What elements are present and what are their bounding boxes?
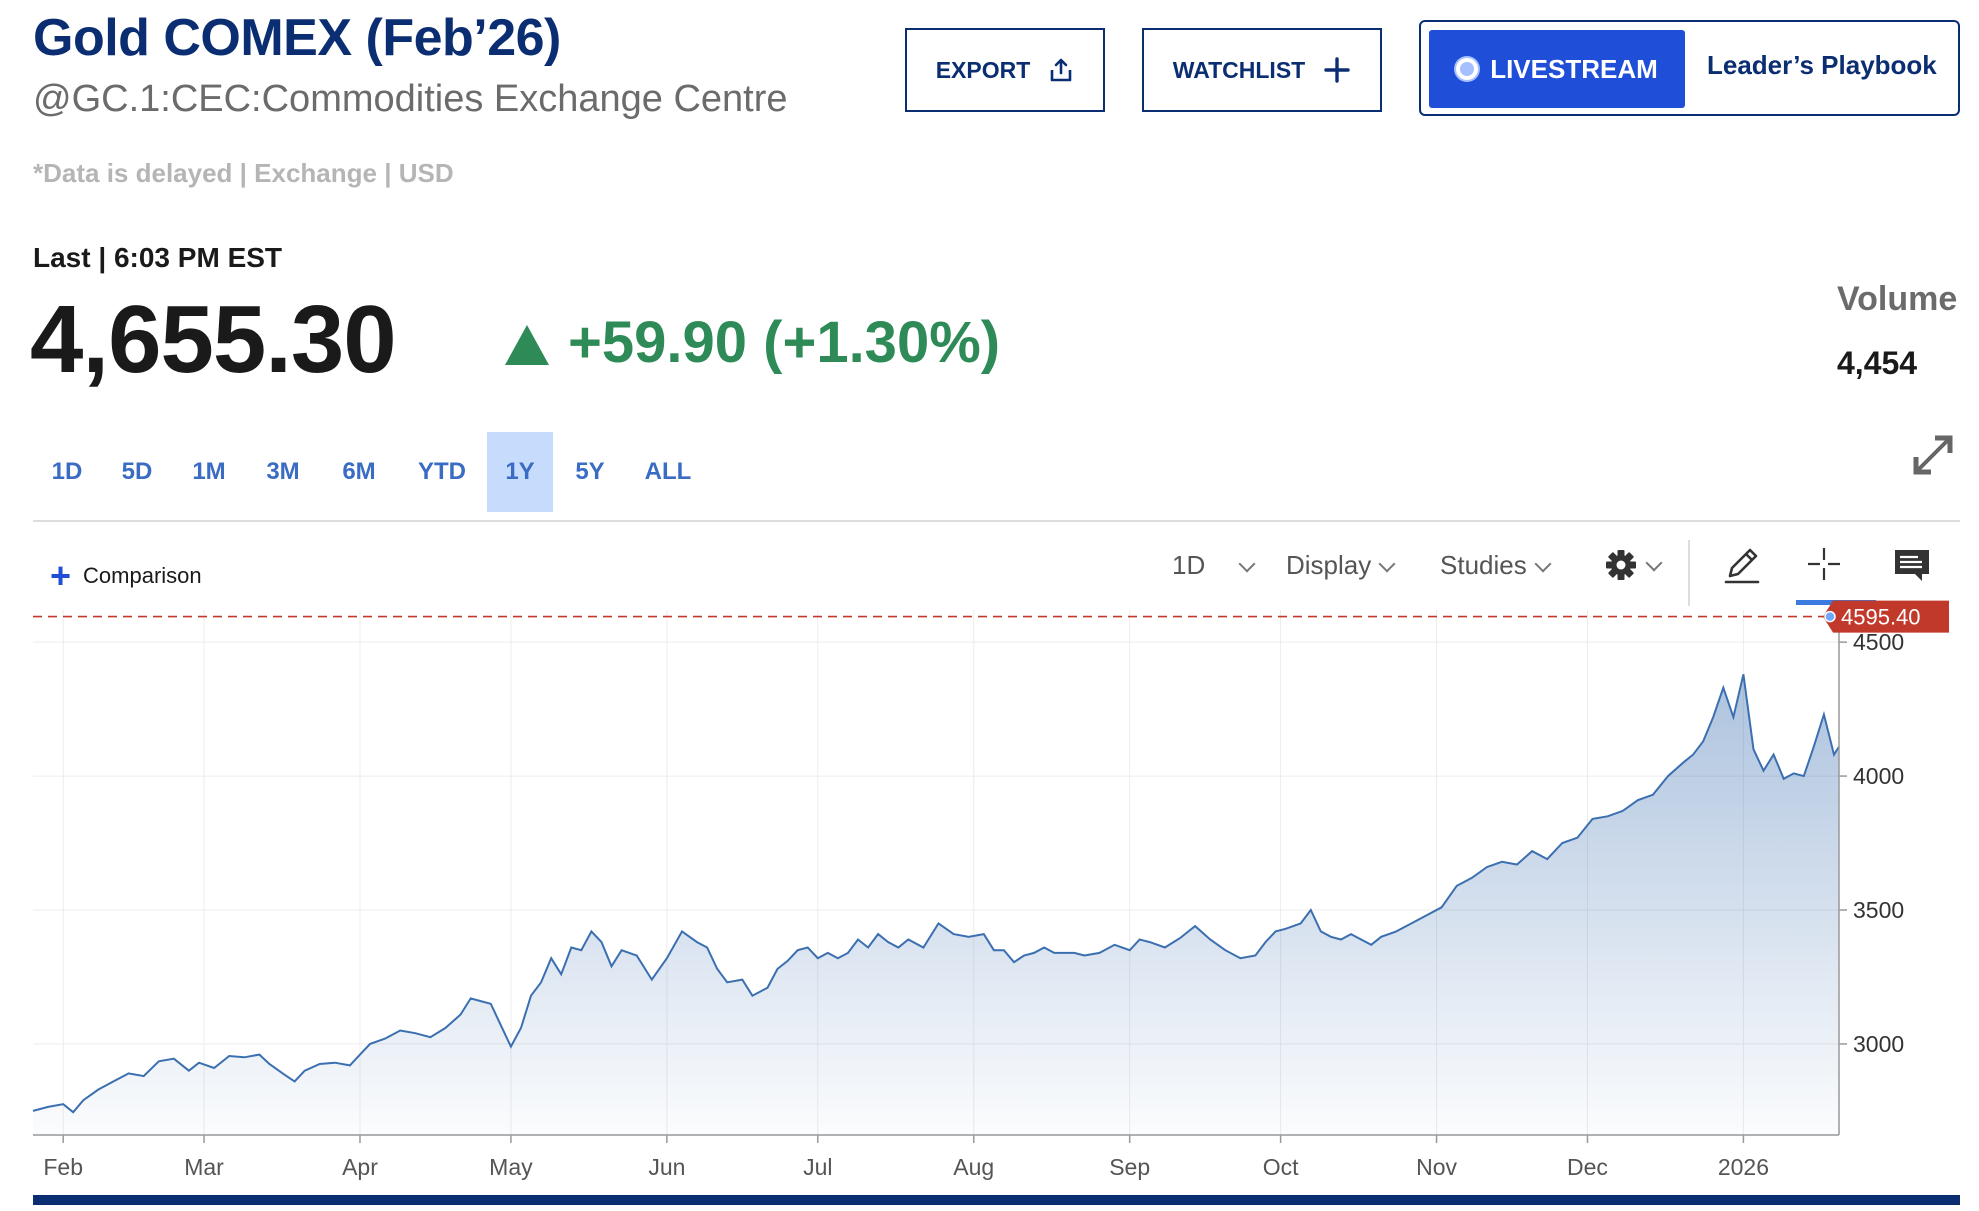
range-tab-6m[interactable]: 6M [342,458,376,485]
export-button[interactable]: EXPORT [905,28,1105,112]
watchlist-label: WATCHLIST [1172,56,1306,83]
price-chart[interactable]: Feb Mar Apr May Jun Jul Aug Sep Oct Nov Dec 2026 300… [0,600,1979,1192]
range-tab-1y[interactable]: 1Y [487,432,553,512]
volume-label: Volume [1837,280,1958,318]
chevron-down-icon [1534,555,1552,572]
livestream-group: LIVESTREAM Leader’s Playbook [1419,20,1960,116]
studies-label: Studies [1440,550,1527,580]
plus-icon: + [50,555,72,596]
data-delay-note: *Data is delayed | Exchange | USD [33,158,454,188]
instrument-title: Gold COMEX (Feb’26) [33,9,561,67]
volume-value: 4,454 [1837,345,1918,381]
last-price-tag [1823,600,1949,633]
crosshair-icon[interactable] [1806,546,1842,582]
x-tick-label: Apr [342,1154,378,1180]
instrument-symbol: @GC.1:CEC:Commodities Exchange Centre [33,78,788,120]
x-tick-label: Jun [648,1154,685,1180]
last-price: 4,655.30 [30,286,397,393]
x-tick-label: Jul [803,1154,832,1180]
range-tabs: 1D 5D 1M 3M 6M YTD 1Y 5Y ALL [33,432,709,512]
interval-dropdown[interactable]: 1D [1172,550,1256,581]
comparison-button[interactable]: + Comparison [50,558,202,594]
x-tick-label: Sep [1109,1154,1150,1180]
range-divider [33,520,1960,522]
y-tick-label: 3000 [1853,1031,1904,1057]
chevron-down-icon [1645,554,1663,572]
export-label: EXPORT [935,56,1031,83]
chevron-down-icon [1238,555,1256,572]
display-label: Display [1286,550,1372,580]
range-tab-1m[interactable]: 1M [192,458,226,485]
livestream-button[interactable]: LIVESTREAM [1429,30,1685,108]
x-tick-label: Mar [184,1154,224,1180]
price-area [33,674,1839,1135]
toolbar-divider [1688,540,1690,606]
x-tick-label: Feb [43,1154,83,1180]
bottom-bar [33,1195,1960,1205]
gear-icon [1606,550,1636,580]
range-tab-ytd[interactable]: YTD [418,458,466,485]
comparison-label: Comparison [83,563,202,588]
settings-dropdown[interactable] [1604,548,1663,582]
pencil-icon[interactable] [1720,542,1764,586]
livestream-label: LIVESTREAM [1490,53,1658,84]
last-price-tag-label: 4595.40 [1841,605,1921,630]
x-tick-label: Oct [1263,1154,1299,1180]
expand-icon[interactable] [1908,430,1958,480]
interval-label: 1D [1172,550,1206,580]
comment-icon[interactable] [1892,546,1932,586]
display-dropdown[interactable]: Display [1286,550,1396,581]
up-arrow-icon [505,325,549,365]
plus-icon [1324,57,1350,83]
last-price-dot [1824,610,1836,623]
y-tick-label: 4000 [1853,763,1904,789]
x-tick-label: Dec [1567,1154,1608,1180]
x-tick-label: Aug [953,1154,994,1180]
last-trade-time: Last | 6:03 PM EST [33,242,283,273]
y-tick-label: 4500 [1853,629,1904,655]
range-tab-5y[interactable]: 5Y [575,458,605,485]
leaders-playbook-link[interactable]: Leader’s Playbook [1707,50,1937,80]
x-tick-label: 2026 [1718,1154,1769,1180]
x-tick-label: Nov [1416,1154,1457,1180]
x-tick-label: May [489,1154,533,1180]
watchlist-button[interactable]: WATCHLIST [1142,28,1382,112]
share-icon [1050,58,1072,82]
range-tab-3m[interactable]: 3M [266,458,300,485]
live-dot-icon [1456,58,1479,80]
range-tab-all[interactable]: ALL [644,458,692,485]
price-line [32,674,1840,1114]
chevron-down-icon [1378,555,1396,572]
range-tab-5d[interactable]: 5D [121,458,153,485]
y-tick-label: 3500 [1853,897,1904,923]
studies-dropdown[interactable]: Studies [1440,550,1552,581]
price-change: +59.90 (+1.30%) [568,310,1001,375]
range-tab-1d[interactable]: 1D [51,458,83,485]
